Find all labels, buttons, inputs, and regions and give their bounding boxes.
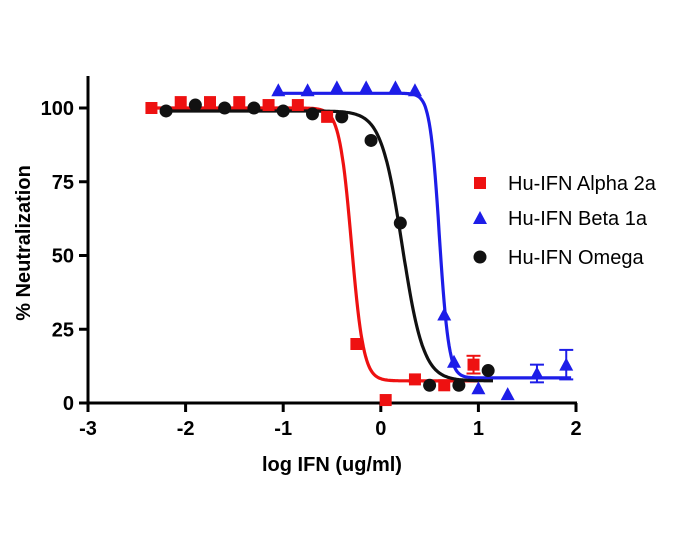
legend-label: Hu-IFN Omega [508, 247, 644, 269]
data-point [447, 354, 461, 368]
fit-curve [146, 106, 479, 383]
y-tick-label: 75 [52, 172, 74, 194]
data-point [481, 364, 495, 378]
data-point [174, 96, 187, 109]
legend: Hu-IFN Alpha 2a Hu-IFN Beta 1a Hu-IFN Omeg… [473, 173, 657, 269]
data-point [388, 80, 403, 94]
x-tick-label: 2 [570, 418, 581, 440]
y-tick-label: 0 [63, 393, 74, 415]
data-point [329, 80, 344, 94]
data-point [359, 80, 374, 94]
data-point [500, 387, 515, 401]
data-point [321, 110, 334, 123]
data-point [471, 381, 486, 395]
data-point [423, 378, 437, 392]
data-points [145, 80, 574, 407]
x-tick-label: -1 [274, 418, 292, 440]
data-point [407, 83, 422, 97]
data-point [467, 358, 480, 371]
data-point [159, 104, 173, 118]
legend-marker [473, 250, 487, 264]
data-point [300, 83, 315, 97]
x-axis-label: log IFN (ug/ml) [262, 454, 402, 476]
x-tick-label: -3 [79, 418, 97, 440]
data-point [393, 216, 407, 230]
data-point [305, 107, 319, 121]
data-point [379, 394, 392, 407]
y-tick-label: 50 [52, 246, 74, 268]
y-tick-label: 25 [52, 319, 74, 341]
y-tick-label: 100 [41, 98, 74, 120]
data-point [335, 110, 349, 124]
data-point [204, 96, 216, 109]
axes: 0 25 50 75 100 -3 -2 -1 0 1 2 [41, 76, 582, 440]
data-point [188, 98, 202, 112]
legend-marker [474, 177, 486, 189]
data-point [247, 101, 261, 115]
data-point [408, 373, 421, 386]
data-point [271, 83, 286, 97]
fit-curve [161, 109, 493, 383]
data-point [262, 99, 275, 112]
legend-label: Hu-IFN Alpha 2a [508, 173, 657, 195]
data-point [529, 366, 544, 380]
x-tick-label: -2 [177, 418, 195, 440]
fit-curves [146, 91, 572, 383]
x-tick-label: 0 [375, 418, 386, 440]
data-point [364, 133, 378, 147]
data-point [218, 101, 232, 115]
data-point [276, 104, 290, 118]
data-point [350, 338, 363, 350]
data-point [452, 378, 466, 392]
data-point [438, 379, 451, 392]
y-axis-label: % Neutralization [13, 165, 35, 321]
x-tick-label: 1 [473, 418, 484, 440]
fit-curve [273, 91, 572, 380]
data-point [559, 357, 574, 371]
data-point [437, 307, 452, 321]
data-point [233, 96, 246, 109]
legend-label: Hu-IFN Beta 1a [508, 208, 648, 230]
data-point [145, 102, 158, 114]
legend-marker [473, 211, 487, 224]
data-point [291, 99, 304, 112]
